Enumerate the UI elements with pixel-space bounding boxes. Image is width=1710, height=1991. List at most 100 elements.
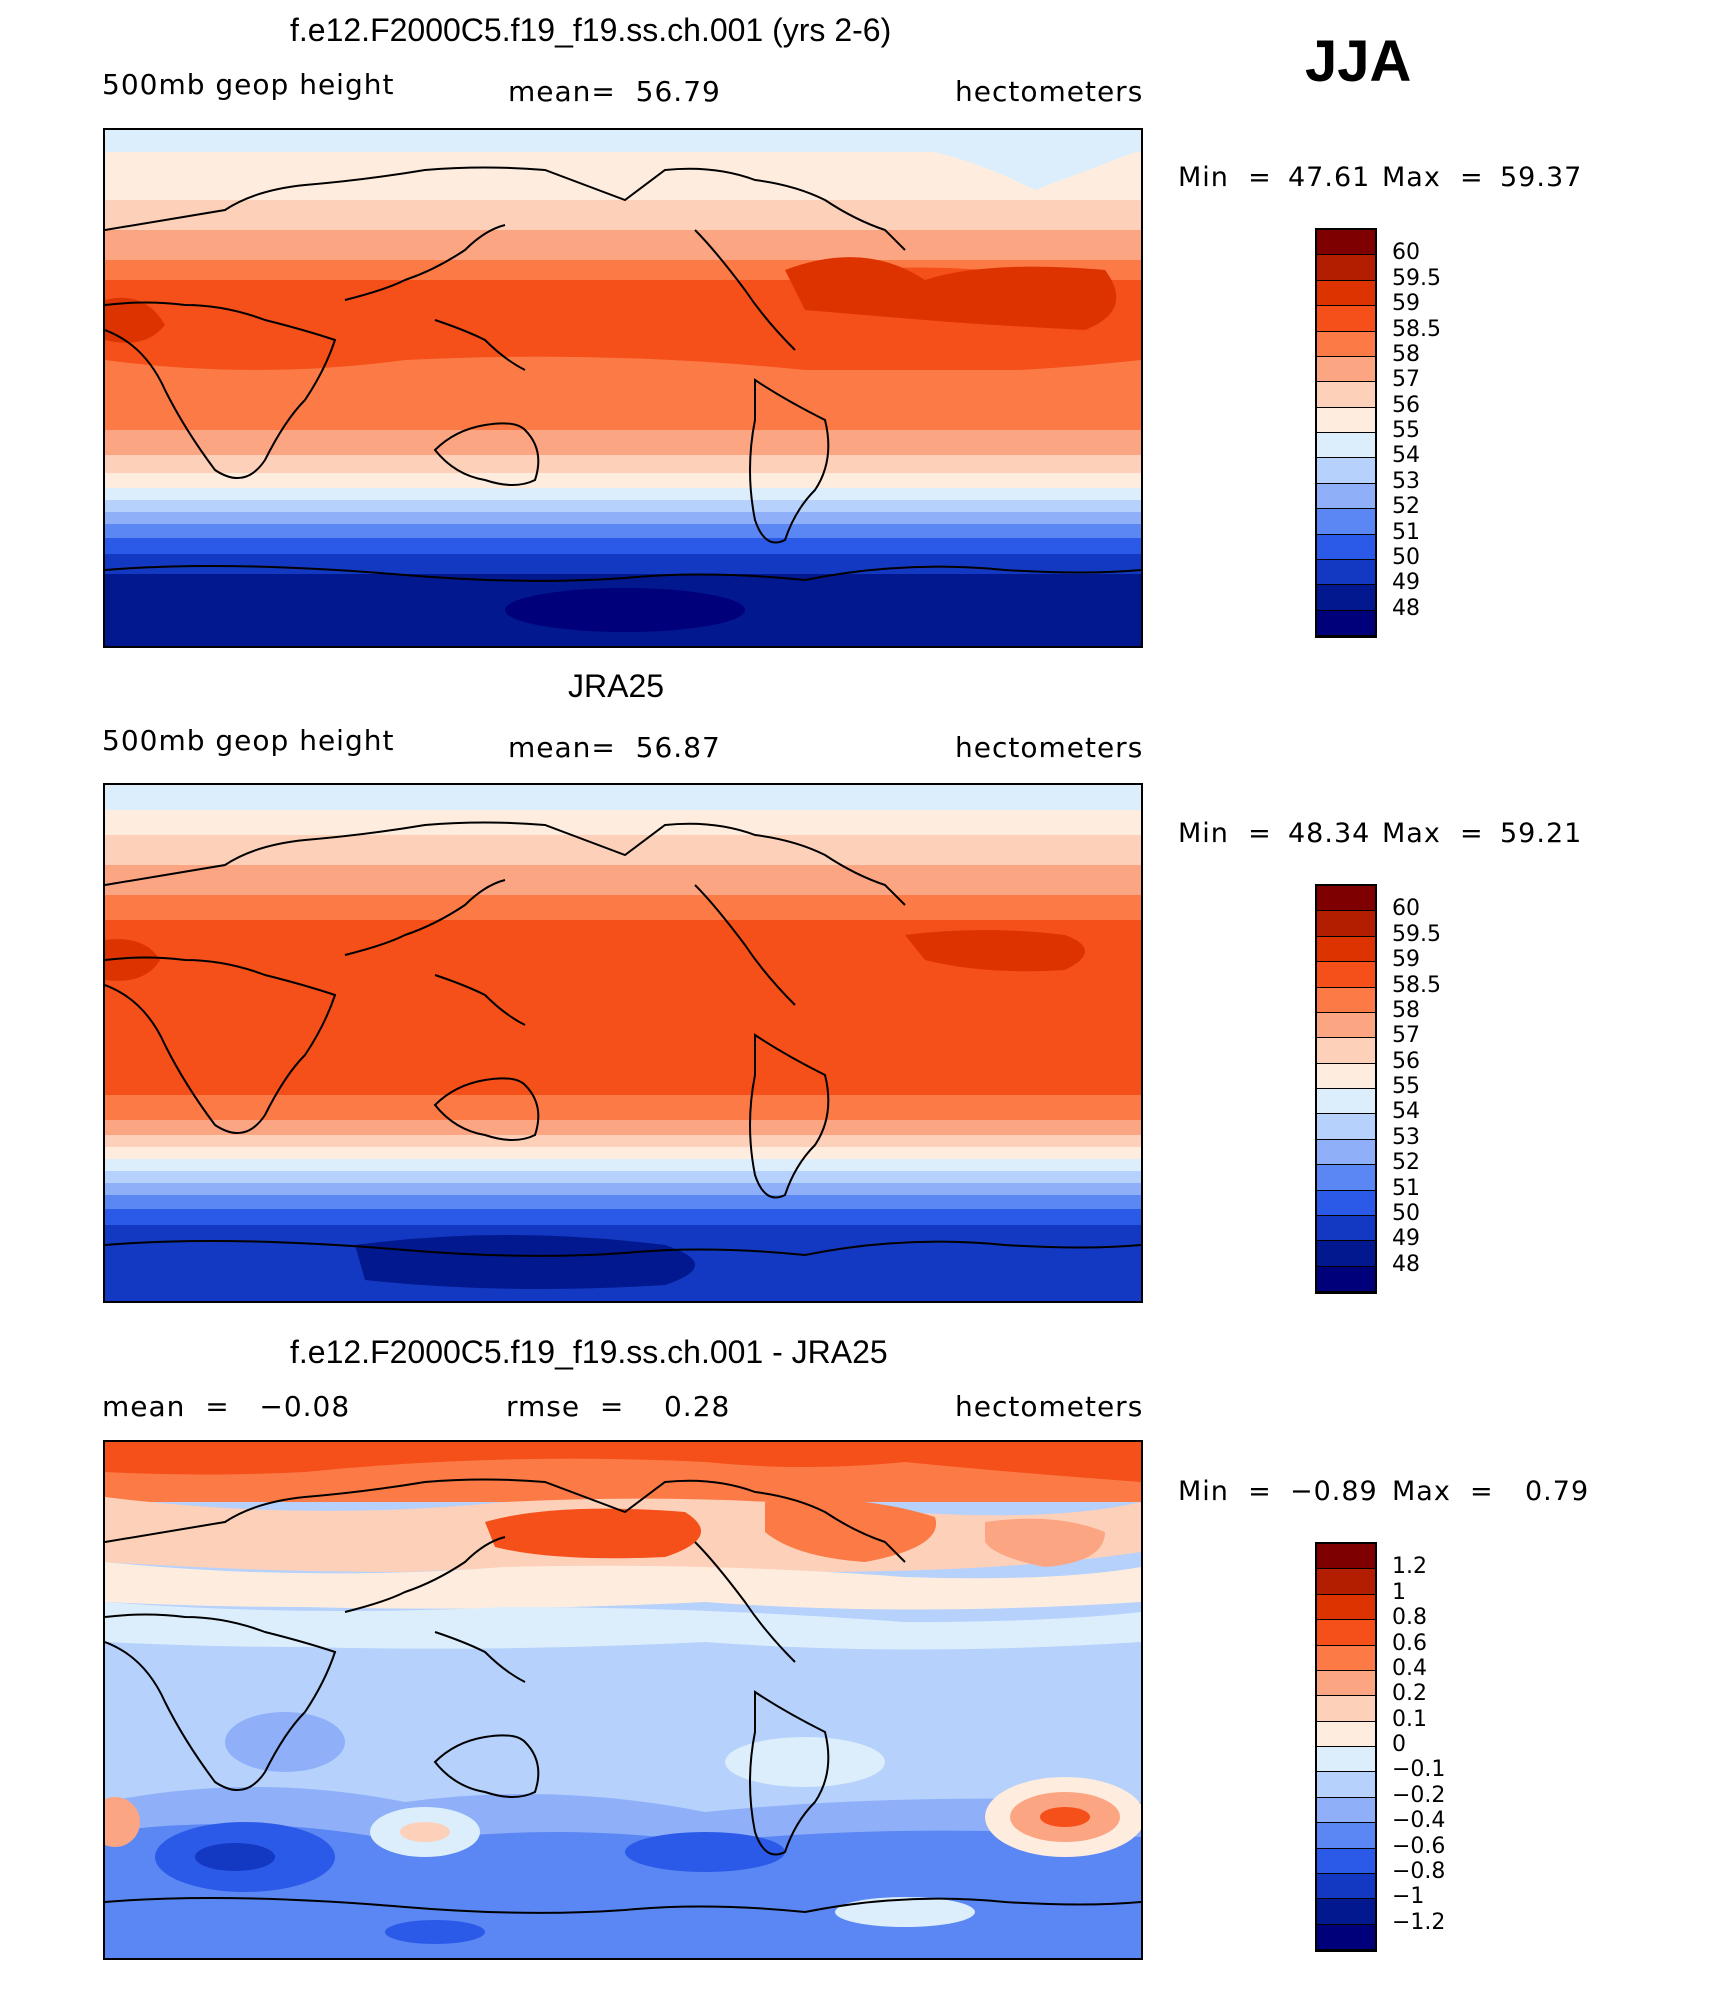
colorbar-label: 0.2 (1392, 1681, 1427, 1707)
panel2-variable: 500mb geop height (102, 724, 395, 757)
panel2-colorbar (1315, 884, 1377, 1294)
panel3-colorbar-labels: 1.2 1 0.8 0.6 0.4 0.2 0.1 0 −0.1 −0.2 −0.4 −0.6 −0.8… (1392, 1542, 1472, 1952)
colorbar-label: 60 (1392, 896, 1420, 922)
panel2-min-label: Min = (1178, 818, 1272, 849)
colorbar-label: 0.8 (1392, 1605, 1427, 1631)
colorbar-box (1317, 1645, 1375, 1671)
colorbar-label: 56 (1392, 392, 1420, 418)
colorbar-box (1317, 987, 1375, 1013)
colorbar-box (1317, 1241, 1375, 1267)
season-label: JJA (1305, 29, 1412, 94)
colorbar-box (1317, 356, 1375, 383)
colorbar-label: 50 (1392, 544, 1420, 570)
colorbar-label: 53 (1392, 1124, 1420, 1150)
panel2-max-label: Max = (1382, 818, 1484, 849)
colorbar-box (1317, 1670, 1375, 1697)
colorbar-box (1317, 1569, 1375, 1595)
colorbar-box (1317, 1114, 1375, 1140)
colorbar-label: 49 (1392, 570, 1420, 596)
colorbar-box (1317, 1594, 1375, 1621)
colorbar-box (1317, 911, 1375, 937)
colorbar-label: 56 (1392, 1048, 1420, 1074)
colorbar-label: 60 (1392, 240, 1420, 266)
panel3-max-label: Max = (1392, 1476, 1494, 1507)
colorbar-box (1317, 433, 1375, 459)
colorbar-box (1317, 1924, 1375, 1950)
colorbar-label: 58 (1392, 997, 1420, 1023)
colorbar-label: 1.2 (1392, 1554, 1427, 1580)
colorbar-box (1317, 559, 1375, 586)
panel1-colorbar (1315, 228, 1377, 638)
colorbar-box (1317, 1038, 1375, 1064)
panel1-colorbar-labels: 60 59.5 59 58.5 58 57 56 55 54 53 52 51 50 49 48 (1392, 228, 1472, 638)
colorbar-box (1317, 1063, 1375, 1089)
colorbar-box (1317, 509, 1375, 535)
colorbar-box (1317, 382, 1375, 408)
panel1-min-value: 47.61 (1288, 162, 1371, 193)
panel1-title: f.e12.F2000C5.f19_f19.ss.ch.001 (yrs 2-6… (290, 12, 892, 48)
colorbar-box (1317, 610, 1375, 636)
panel2-min-value: 48.34 (1288, 818, 1371, 849)
colorbar-box (1317, 1873, 1375, 1900)
colorbar-box (1317, 483, 1375, 510)
colorbar-box (1317, 1696, 1375, 1722)
colorbar-box (1317, 331, 1375, 357)
colorbar-label: 52 (1392, 1150, 1420, 1176)
colorbar-label: 51 (1392, 519, 1420, 545)
colorbar-box (1317, 1165, 1375, 1191)
colorbar-label: 58.5 (1392, 316, 1441, 342)
colorbar-label: 0 (1392, 1732, 1406, 1757)
panel2-max-value: 59.21 (1500, 818, 1583, 849)
colorbar-label: 0.4 (1392, 1655, 1427, 1681)
panel2-colorbar-labels: 60 59.5 59 58.5 58 57 56 55 54 53 52 51 50 49 48 (1392, 884, 1472, 1294)
colorbar-label: 52 (1392, 494, 1420, 520)
colorbar-box (1317, 1544, 1375, 1570)
panel1-min-label: Min = (1178, 162, 1272, 193)
panel1-variable: 500mb geop height (102, 68, 395, 101)
panel3-min-label: Min = (1178, 1476, 1272, 1507)
colorbar-box (1317, 1215, 1375, 1242)
colorbar-label: 59 (1392, 947, 1420, 973)
panel3-title: f.e12.F2000C5.f19_f19.ss.ch.001 - JRA25 (290, 1334, 888, 1370)
panel2-title: JRA25 (568, 668, 665, 704)
colorbar-box (1317, 306, 1375, 332)
panel3-units: hectometers (955, 1390, 1144, 1423)
colorbar-label: 1 (1392, 1579, 1406, 1605)
panel3-rmse: rmse = 0.28 (506, 1390, 731, 1423)
colorbar-label: 55 (1392, 1074, 1420, 1099)
colorbar-label: 58 (1392, 341, 1420, 367)
colorbar-label: 58.5 (1392, 972, 1441, 998)
colorbar-label: 0.6 (1392, 1630, 1427, 1656)
colorbar-label: 54 (1392, 1099, 1420, 1125)
panel1-max-value: 59.37 (1500, 162, 1583, 193)
colorbar-box (1317, 1089, 1375, 1115)
colorbar-box (1317, 1266, 1375, 1292)
colorbar-box (1317, 1012, 1375, 1039)
panel1-units: hectometers (955, 75, 1144, 108)
panel3-mean: mean = −0.08 (102, 1390, 351, 1423)
colorbar-box (1317, 1848, 1375, 1874)
colorbar-label: 0.1 (1392, 1706, 1427, 1732)
colorbar-box (1317, 1899, 1375, 1925)
colorbar-box (1317, 936, 1375, 963)
colorbar-box (1317, 886, 1375, 912)
colorbar-box (1317, 458, 1375, 484)
colorbar-box (1317, 962, 1375, 988)
panel1-mean: mean= 56.79 (508, 75, 721, 108)
colorbar-label: 48 (1392, 595, 1420, 621)
colorbar-label: −1 (1392, 1884, 1425, 1910)
colorbar-label: −0.1 (1392, 1757, 1446, 1783)
colorbar-label: 59.5 (1392, 265, 1441, 291)
colorbar-box (1317, 534, 1375, 560)
colorbar-label: 54 (1392, 443, 1420, 469)
panel3-colorbar (1315, 1542, 1377, 1952)
panel2-mean: mean= 56.87 (508, 731, 721, 764)
colorbar-label: 50 (1392, 1200, 1420, 1226)
colorbar-label: 51 (1392, 1175, 1420, 1201)
colorbar-box (1317, 1139, 1375, 1166)
colorbar-box (1317, 255, 1375, 281)
colorbar-box (1317, 1797, 1375, 1824)
colorbar-label: 57 (1392, 1023, 1420, 1049)
colorbar-box (1317, 230, 1375, 256)
colorbar-box (1317, 1747, 1375, 1773)
